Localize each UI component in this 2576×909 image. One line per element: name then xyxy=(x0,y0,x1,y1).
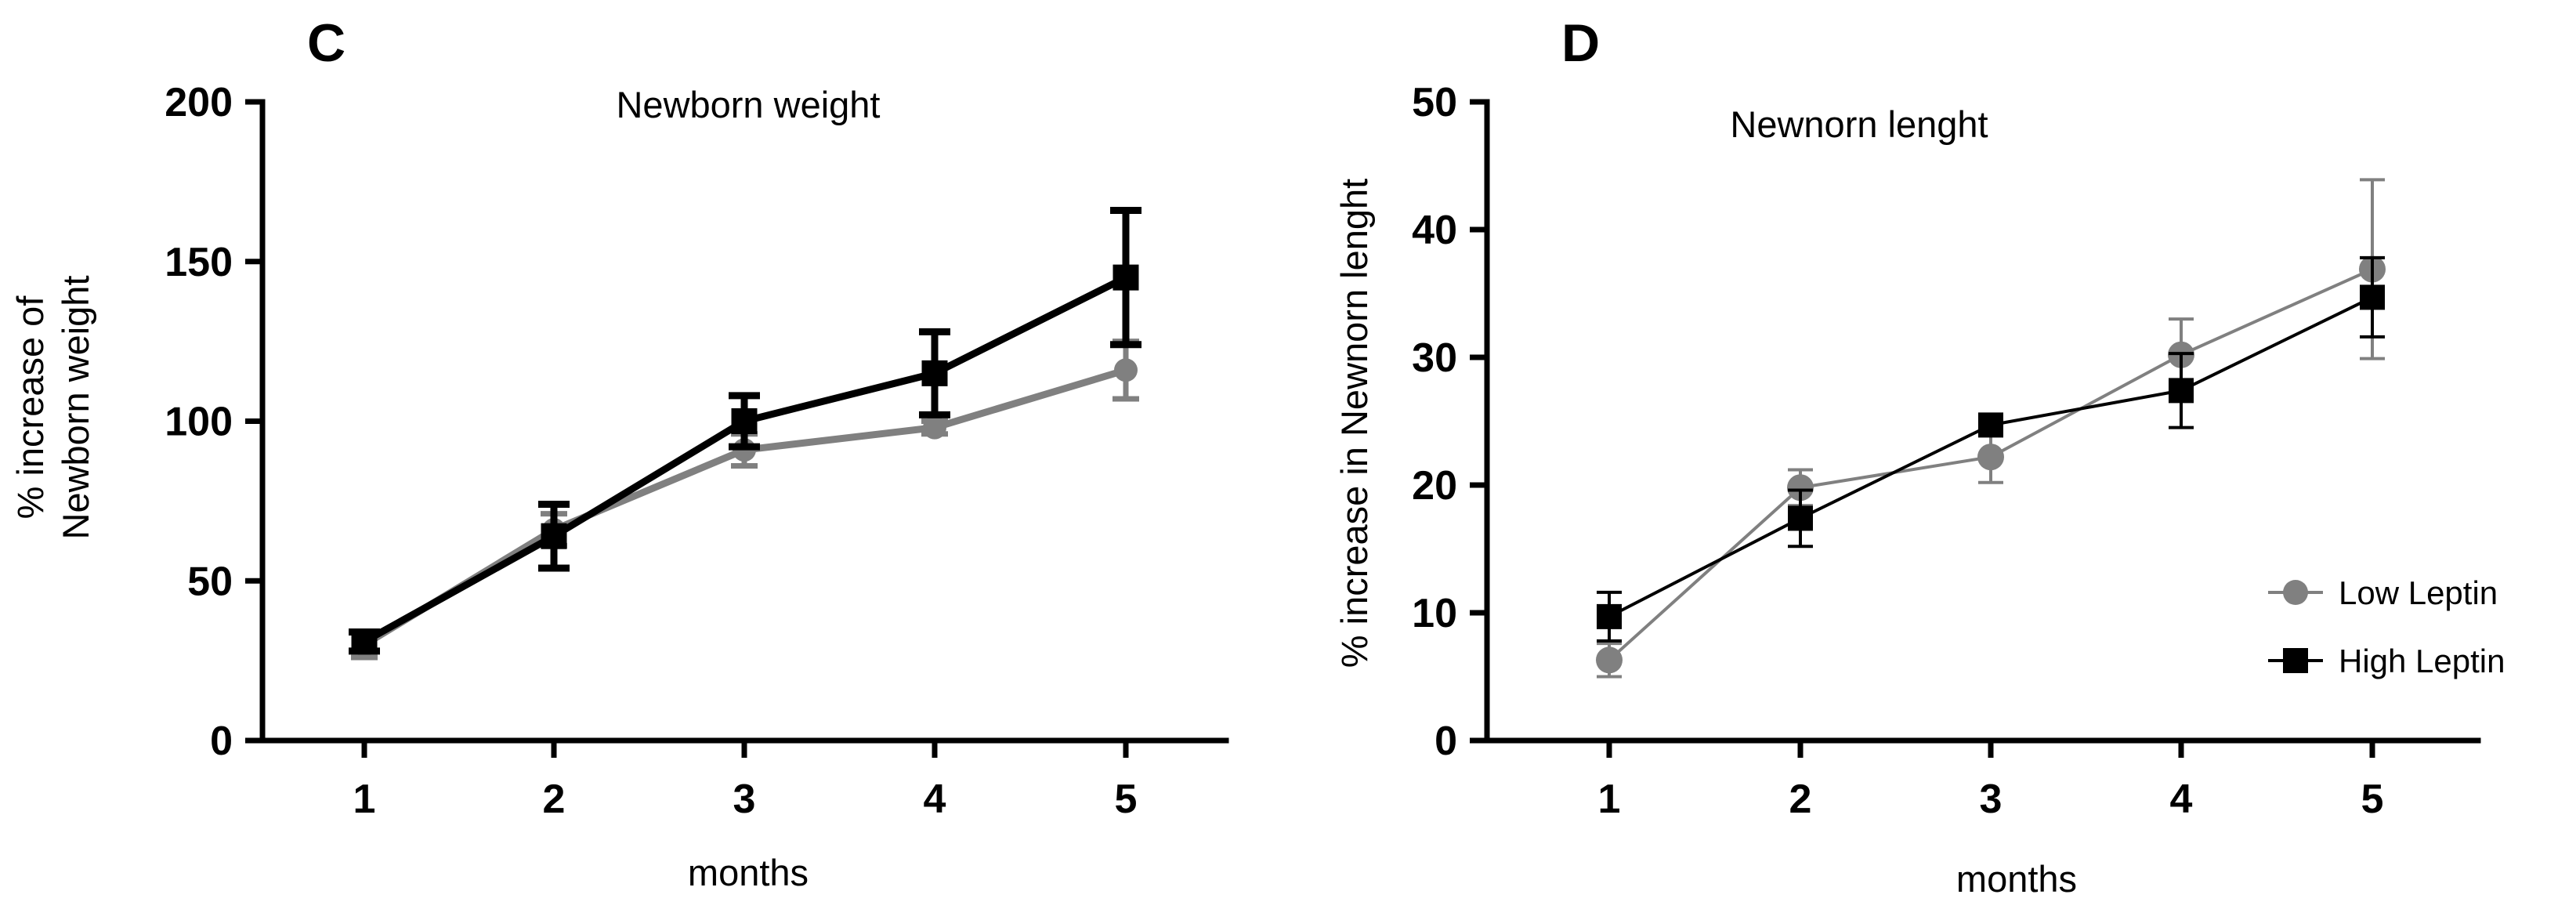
y-tick-label-d: 40 xyxy=(1412,208,1457,253)
x-tick-label-d: 1 xyxy=(1598,777,1621,822)
legend-label-high-leptin: High Leptin xyxy=(2339,643,2505,679)
plot-area-c: 0 50 100 150 200 1 2 3 4 5 xyxy=(165,80,1229,822)
plot-area-d: 0 10 20 30 40 50 1 2 3 4 5 xyxy=(1412,80,2481,822)
y-tick-label-d: 10 xyxy=(1412,591,1457,636)
y-axis-label-c-line2: Newborn weight xyxy=(55,275,96,539)
data-point-low-leptin xyxy=(1596,646,1623,674)
x-tick-label-c: 4 xyxy=(924,777,946,822)
data-point-low-leptin xyxy=(923,415,946,440)
legend: Low Leptin High Leptin xyxy=(2268,574,2505,679)
chart-title-c: Newborn weight xyxy=(616,84,880,125)
data-point-high-leptin xyxy=(1788,505,1813,531)
y-tick-label-c: 150 xyxy=(165,240,233,285)
data-point-high-leptin xyxy=(541,523,567,549)
data-point-high-leptin xyxy=(351,628,378,655)
y-axis-label-c-line1: % increase of xyxy=(9,295,51,520)
x-axis-label-d: months xyxy=(1956,858,2077,900)
chart-title-d: Newnorn lenght xyxy=(1730,103,1988,145)
y-tick-label-c: 200 xyxy=(165,80,233,125)
y-axis-label-d-text: % increase in Newnorn lenght xyxy=(1333,179,1375,668)
x-axis-label-c: months xyxy=(688,852,809,893)
data-point-high-leptin xyxy=(1597,603,1622,629)
x-tick-label-c: 2 xyxy=(543,777,566,822)
data-point-high-leptin xyxy=(2360,284,2385,310)
data-point-high-leptin xyxy=(1978,412,2003,438)
data-point-low-leptin xyxy=(1787,474,1814,502)
data-point-high-leptin xyxy=(921,360,948,386)
data-point-low-leptin xyxy=(1114,358,1138,382)
y-tick-label-d: 20 xyxy=(1412,463,1457,509)
data-point-low-leptin xyxy=(1977,444,2004,471)
x-tick-label-d: 3 xyxy=(1980,777,2003,822)
panel-letter-c: C xyxy=(307,13,346,73)
x-tick-label-d: 2 xyxy=(1789,777,1812,822)
y-tick-label-c: 50 xyxy=(187,559,233,604)
y-tick-label-d: 0 xyxy=(1435,719,1457,764)
panel-d: D Newnorn lenght months % increase in Ne… xyxy=(1333,13,2505,900)
panel-letter-d: D xyxy=(1561,13,1600,73)
data-point-high-leptin xyxy=(1113,264,1139,291)
y-tick-label-d: 30 xyxy=(1412,335,1457,381)
panel-c: C Newborn weight months % increase of Ne… xyxy=(9,13,1229,893)
y-tick-label-c: 100 xyxy=(165,400,233,445)
legend-label-low-leptin: Low Leptin xyxy=(2339,574,2498,611)
x-tick-label-d: 5 xyxy=(2361,777,2384,822)
x-tick-label-d: 4 xyxy=(2170,777,2193,822)
y-tick-label-c: 0 xyxy=(210,719,233,764)
legend-marker-high-leptin xyxy=(2283,648,2308,673)
y-axis-label-c: % increase of Newborn weight xyxy=(9,275,96,539)
y-axis-label-d: % increase in Newnorn lenght xyxy=(1333,179,1375,668)
y-tick-label-d: 50 xyxy=(1412,80,1457,125)
legend-marker-low-leptin xyxy=(2283,580,2308,605)
data-point-high-leptin xyxy=(2169,378,2194,404)
data-point-high-leptin xyxy=(731,408,758,434)
x-tick-label-c: 1 xyxy=(353,777,376,822)
x-tick-label-c: 5 xyxy=(1115,777,1138,822)
x-tick-label-c: 3 xyxy=(733,777,756,822)
